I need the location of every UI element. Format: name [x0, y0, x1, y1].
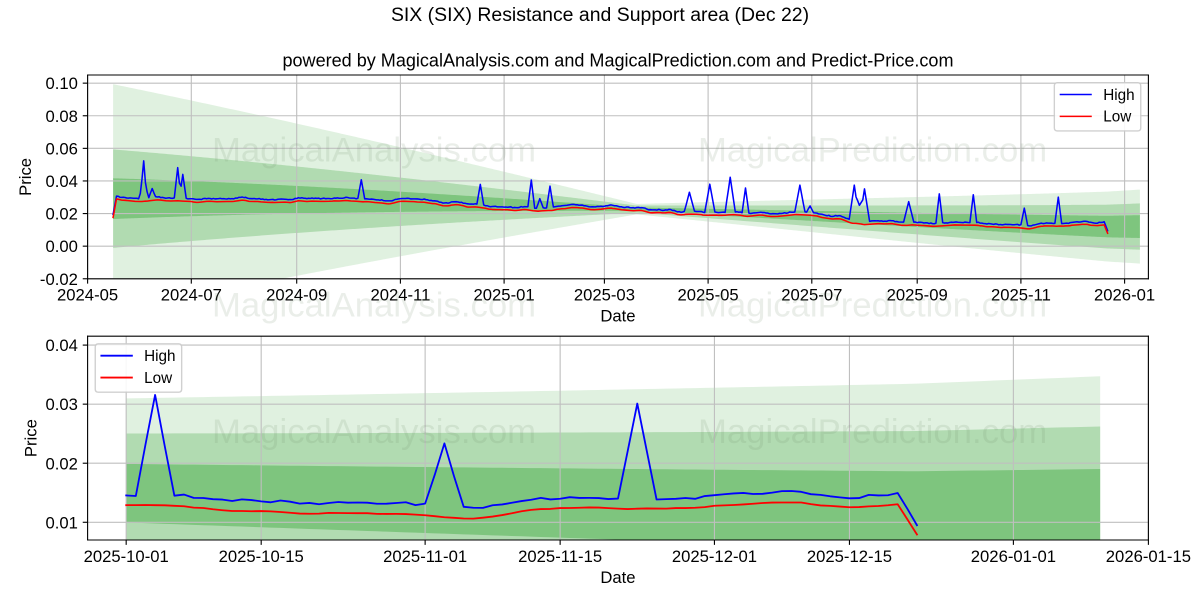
svg-text:Price: Price [16, 158, 35, 196]
svg-text:MagicalPrediction.com: MagicalPrediction.com [698, 131, 1047, 169]
svg-text:0.01: 0.01 [45, 513, 77, 532]
svg-text:2025-12-15: 2025-12-15 [807, 547, 892, 566]
svg-text:MagicalPrediction.com: MagicalPrediction.com [698, 413, 1047, 451]
svg-text:2025-10-15: 2025-10-15 [219, 547, 304, 566]
svg-text:2026-01: 2026-01 [1094, 286, 1155, 305]
svg-text:2025-10-01: 2025-10-01 [84, 547, 169, 566]
svg-text:2026-01-15: 2026-01-15 [1106, 547, 1191, 566]
svg-text:powered by MagicalAnalysis.com: powered by MagicalAnalysis.com and Magic… [282, 51, 953, 71]
svg-text:0.00: 0.00 [45, 237, 77, 256]
svg-text:0.03: 0.03 [45, 395, 77, 414]
svg-text:SIX (SIX) Resistance and Suppo: SIX (SIX) Resistance and Support area (D… [391, 4, 809, 26]
svg-text:Date: Date [600, 568, 635, 587]
svg-text:Price: Price [21, 419, 40, 457]
svg-text:MagicalAnalysis.com: MagicalAnalysis.com [212, 131, 536, 169]
svg-text:0.04: 0.04 [45, 336, 77, 355]
svg-text:MagicalPrediction.com: MagicalPrediction.com [698, 286, 1047, 324]
svg-text:0.06: 0.06 [45, 139, 77, 158]
svg-text:0.10: 0.10 [45, 74, 77, 93]
svg-text:-0.02: -0.02 [40, 270, 78, 289]
svg-text:0.02: 0.02 [45, 205, 77, 224]
svg-text:Low: Low [144, 370, 173, 387]
svg-text:0.04: 0.04 [45, 172, 77, 191]
svg-text:Date: Date [600, 307, 635, 326]
svg-text:2025-11-15: 2025-11-15 [518, 547, 602, 566]
svg-text:2026-01-01: 2026-01-01 [971, 547, 1056, 566]
svg-text:MagicalAnalysis.com: MagicalAnalysis.com [212, 413, 536, 451]
svg-text:High: High [144, 348, 175, 365]
svg-text:2025-03: 2025-03 [574, 286, 635, 305]
svg-text:High: High [1103, 87, 1134, 104]
svg-text:Low: Low [1103, 109, 1132, 126]
svg-text:0.02: 0.02 [45, 454, 77, 473]
svg-text:MagicalAnalysis.com: MagicalAnalysis.com [212, 286, 536, 324]
svg-text:2025-12-01: 2025-12-01 [672, 547, 757, 566]
svg-text:0.08: 0.08 [45, 107, 77, 126]
svg-text:2025-11-01: 2025-11-01 [383, 547, 467, 566]
